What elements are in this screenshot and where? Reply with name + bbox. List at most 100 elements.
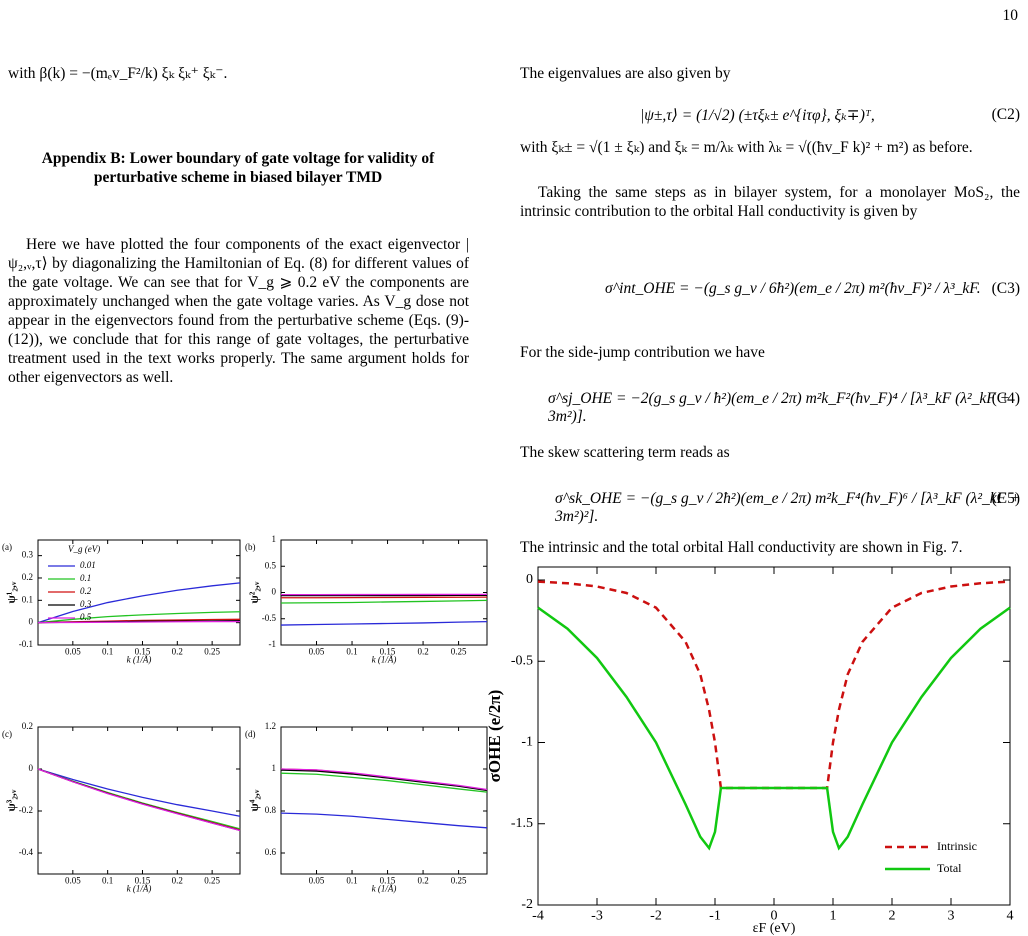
chart: 0.05 0.1 0.15 0.2 0.25 -0.1 0 0.1 0.2 0.3 k (1/Å) ψ…	[2, 539, 241, 664]
y-tick-label: 0.5	[265, 560, 277, 570]
page-number: 10	[1002, 7, 1019, 24]
y-tick-label: -0.5	[262, 613, 277, 623]
x-tick-label: 3	[948, 908, 955, 923]
legend: V_g (eV) 0.01 0.1 0.2 0.3 0.5	[48, 544, 100, 622]
paragraph: Here we have plotted the four components…	[8, 236, 469, 386]
x-tick-label: 0.2	[172, 646, 183, 656]
y-tick-label: -0.2	[19, 805, 33, 815]
chart: 0.05 0.1 0.15 0.2 0.25 0.6 0.8 1 1.2 k (1/Å) ψ⁴₂,ᵥ…	[245, 721, 488, 893]
text-line: The eigenvalues are also given by	[520, 65, 731, 82]
y-axis-label: ψ⁴₂,ᵥ	[247, 789, 261, 811]
legend-label: Total	[937, 861, 962, 875]
plot-frame	[280, 726, 488, 875]
x-tick-label: 1	[830, 908, 837, 923]
data-line	[37, 768, 241, 817]
data-line	[37, 582, 241, 624]
data-line	[281, 596, 488, 599]
panel-label: (a)	[2, 542, 12, 552]
y-tick-label: 0	[272, 587, 277, 597]
legend-label: 0.01	[80, 560, 96, 570]
x-tick-label: 0.2	[417, 646, 428, 656]
y-axis-label: ψ³₂,ᵥ	[4, 789, 18, 811]
chart: 0.05 0.1 0.15 0.2 0.25 -1 -0.5 0 0.5 1 k (1/Å) ψ²₂,…	[245, 534, 488, 664]
x-axis-label: k (1/Å)	[372, 883, 397, 893]
y-tick-label: -0.4	[19, 847, 34, 857]
y-tick-label: 0	[29, 617, 34, 627]
x-tick-label: 0.25	[204, 646, 220, 656]
x-tick-label: -4	[532, 908, 544, 923]
x-tick-label: 0.15	[380, 875, 396, 885]
data-line	[280, 812, 488, 829]
data-line	[537, 606, 1011, 851]
equation: σ^int_OHE = −(g_s g_v / 6ħ²)(em_e / 2π) …	[605, 280, 981, 297]
text-line: The skew scattering term reads as	[520, 444, 730, 461]
legend-label: 0.2	[80, 586, 92, 596]
equation: σ^sk_OHE = −(g_s g_v / 2ħ²)(em_e / 2π) m…	[555, 490, 1021, 525]
x-tick-label: 0	[771, 908, 778, 923]
x-tick-label: 0.05	[309, 646, 325, 656]
y-axis-label: σOHE (e/2π)	[485, 690, 504, 783]
y-tick-label: 0.1	[22, 594, 33, 604]
panel-label: (d)	[245, 729, 256, 739]
plot-frame	[280, 539, 488, 646]
y-tick-label: 0.2	[22, 721, 33, 731]
legend-label: 0.1	[80, 573, 91, 583]
equation-label: (C5)	[991, 490, 1020, 507]
panel-label: (b)	[245, 542, 256, 552]
x-tick-label: 0.1	[102, 875, 113, 885]
x-axis-label: k (1/Å)	[127, 883, 152, 893]
y-tick-label: 1	[272, 763, 277, 773]
y-tick-label: -0.1	[19, 639, 33, 649]
data-line	[37, 768, 241, 832]
x-axis-label: k (1/Å)	[127, 654, 152, 664]
y-tick-label: 0.8	[265, 805, 277, 815]
x-tick-label: 0.25	[451, 646, 467, 656]
x-tick-label: 2	[889, 908, 896, 923]
x-axis-label: εF (eV)	[753, 921, 796, 936]
x-tick-label: 0.15	[135, 875, 151, 885]
x-tick-label: -1	[709, 908, 721, 923]
equation: |ψ±,τ⟩ = (1/√2) (±τξₖ± e^{iτφ}, ξₖ∓)ᵀ,	[640, 107, 875, 124]
data-line	[280, 772, 488, 793]
data-line	[280, 769, 488, 792]
data-line	[37, 620, 240, 624]
y-tick-label: 0.3	[22, 550, 34, 560]
x-tick-label: 4	[1007, 908, 1014, 923]
x-tick-label: 0.1	[346, 646, 357, 656]
y-axis-label: ψ¹₂,ᵥ	[4, 581, 18, 603]
y-tick-label: 0	[29, 763, 34, 773]
y-tick-label: -2	[521, 897, 533, 912]
panel-label: (c)	[2, 729, 12, 739]
legend-label: 0.3	[80, 599, 92, 609]
data-line	[280, 768, 488, 791]
equation-label: (C3)	[991, 280, 1020, 297]
y-tick-label: 1.2	[265, 721, 276, 731]
y-tick-label: -1	[521, 735, 533, 750]
legend-label: Intrinsic	[937, 839, 977, 853]
x-tick-label: 0.2	[417, 875, 428, 885]
x-tick-label: 0.25	[204, 875, 220, 885]
y-tick-label: 0.6	[265, 847, 277, 857]
data-line	[280, 768, 488, 791]
x-tick-label: 0.1	[102, 646, 113, 656]
x-tick-label: 0.15	[135, 646, 151, 656]
y-tick-label: -1.5	[511, 816, 533, 831]
x-tick-label: 0.15	[380, 646, 396, 656]
equation: σ^sj_OHE = −2(g_s g_v / ħ²)(em_e / 2π) m…	[548, 390, 1011, 425]
legend-title: V_g (eV)	[68, 544, 100, 554]
paragraph: Taking the same steps as in bilayer syst…	[520, 184, 1020, 220]
chart: 0.05 0.1 0.15 0.2 0.25 -0.4 -0.2 0 0.2 k (1/Å) ψ³₂…	[2, 721, 241, 893]
x-tick-label: 0.05	[65, 646, 81, 656]
equation-label: (C4)	[991, 390, 1020, 407]
x-tick-label: 0.05	[65, 875, 81, 885]
plot-frame	[37, 539, 241, 646]
y-tick-label: 0	[526, 572, 533, 587]
data-line	[37, 611, 241, 624]
legend: Intrinsic Total	[885, 839, 977, 875]
y-tick-label: 1	[272, 534, 277, 544]
x-tick-label: 0.2	[172, 875, 183, 885]
data-line	[280, 620, 488, 626]
y-tick-label: -1	[269, 639, 277, 649]
